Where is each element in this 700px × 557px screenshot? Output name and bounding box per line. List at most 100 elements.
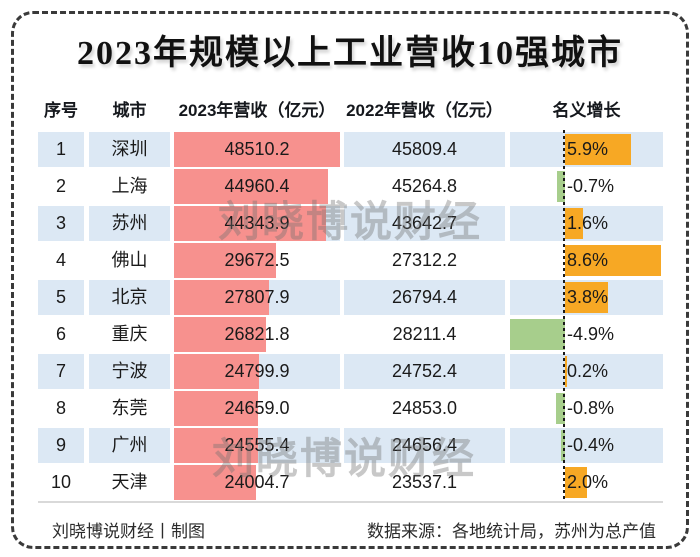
rank-cell: 2 bbox=[55, 176, 66, 196]
zero-axis-line bbox=[563, 130, 565, 502]
growth-cell: -0.7% bbox=[510, 169, 663, 204]
city-cell: 东莞 bbox=[111, 398, 148, 418]
rev2023-cell: 44960.4 bbox=[174, 169, 340, 204]
col-header-rank: 序号 bbox=[44, 101, 78, 120]
rev2023-value: 24659.0 bbox=[224, 398, 290, 418]
rev2022-cell: 26794.4 bbox=[344, 280, 505, 315]
rank-cell: 1 bbox=[38, 132, 84, 167]
rev2023-bar bbox=[174, 428, 259, 463]
rev2023-value: 24004.7 bbox=[224, 472, 290, 492]
growth-cell: -4.9% bbox=[510, 317, 663, 352]
city-cell: 佛山 bbox=[111, 250, 148, 270]
table-row: 6 重庆 26821.8 28211.4 -4.9% bbox=[0, 316, 700, 353]
city-cell: 苏州 bbox=[89, 206, 170, 241]
rev2023-bar bbox=[174, 169, 328, 204]
footer-source: 数据来源：各地统计局，苏州为总产值 bbox=[367, 522, 656, 541]
table-row: 4 佛山 29672.5 27312.2 8.6% bbox=[0, 242, 700, 279]
growth-value: 0.2% bbox=[567, 361, 609, 381]
growth-cell: 8.6% bbox=[510, 243, 663, 278]
rev2022-cell: 45264.8 bbox=[391, 176, 458, 196]
rank-cell: 5 bbox=[38, 280, 84, 315]
growth-value: -0.4% bbox=[567, 435, 615, 455]
city-cell: 宁波 bbox=[89, 354, 170, 389]
city-cell: 广州 bbox=[89, 428, 170, 463]
rev2022-cell: 24656.4 bbox=[344, 428, 505, 463]
growth-cell: 3.8% bbox=[510, 280, 663, 315]
growth-bar bbox=[556, 393, 565, 424]
rev2023-value: 44343.9 bbox=[224, 213, 290, 233]
growth-value: -0.7% bbox=[567, 176, 615, 196]
rank-cell: 10 bbox=[50, 472, 72, 492]
col-header-growth: 名义增长 bbox=[552, 101, 621, 120]
rev2022-cell: 24853.0 bbox=[391, 398, 458, 418]
rev2023-cell: 24555.4 bbox=[174, 428, 340, 463]
rev2022-cell: 43642.7 bbox=[344, 206, 505, 241]
rev2023-bar bbox=[174, 391, 259, 426]
col-header-rev2023: 2023年营收（亿元） bbox=[178, 101, 336, 120]
rev2023-bar bbox=[174, 280, 270, 315]
col-header-rev2022: 2022年营收（亿元） bbox=[346, 101, 503, 120]
rev2023-value: 27807.9 bbox=[224, 287, 290, 307]
rev2023-cell: 24799.9 bbox=[174, 354, 340, 389]
growth-cell: 2.0% bbox=[510, 465, 663, 500]
growth-cell: 1.6% bbox=[510, 206, 663, 241]
growth-value: -4.9% bbox=[567, 324, 615, 344]
rev2023-value: 24799.9 bbox=[224, 361, 290, 381]
rev2023-bar bbox=[174, 132, 340, 167]
growth-bar bbox=[565, 134, 632, 165]
table-row: 1 深圳 48510.2 45809.4 5.9% bbox=[0, 131, 700, 168]
rank-cell: 7 bbox=[38, 354, 84, 389]
rev2023-cell: 24004.7 bbox=[174, 465, 340, 500]
growth-bar bbox=[565, 356, 568, 387]
growth-value: -0.8% bbox=[567, 398, 615, 418]
city-cell: 重庆 bbox=[111, 324, 148, 344]
footer-credit: 刘晓博说财经丨制图 bbox=[52, 522, 205, 541]
rev2023-bar bbox=[174, 354, 259, 389]
rev2023-cell: 29672.5 bbox=[174, 243, 340, 278]
rev2023-cell: 48510.2 bbox=[174, 132, 340, 167]
growth-value: 1.6% bbox=[567, 213, 609, 233]
rank-cell: 9 bbox=[38, 428, 84, 463]
rev2023-bar bbox=[174, 243, 276, 278]
rank-cell: 3 bbox=[38, 206, 84, 241]
rev2023-bar bbox=[174, 206, 326, 241]
city-cell: 北京 bbox=[89, 280, 170, 315]
rev2022-cell: 24752.4 bbox=[344, 354, 505, 389]
city-cell: 上海 bbox=[111, 176, 148, 196]
table-row: 10 天津 24004.7 23537.1 2.0% bbox=[0, 464, 700, 501]
growth-value: 3.8% bbox=[567, 287, 609, 307]
rank-cell: 6 bbox=[55, 324, 66, 344]
growth-bar bbox=[560, 430, 565, 461]
table-row: 9 广州 24555.4 24656.4 -0.4% bbox=[0, 427, 700, 464]
page-title: 2023年规模以上工业营收10强城市 bbox=[77, 35, 623, 72]
growth-value: 5.9% bbox=[567, 139, 609, 159]
city-cell: 深圳 bbox=[89, 132, 170, 167]
growth-bar bbox=[557, 171, 565, 202]
table-row: 5 北京 27807.9 26794.4 3.8% bbox=[0, 279, 700, 316]
table-row: 2 上海 44960.4 45264.8 -0.7% bbox=[0, 168, 700, 205]
rev2022-cell: 28211.4 bbox=[392, 324, 457, 344]
city-cell: 天津 bbox=[111, 472, 148, 492]
table-row: 8 东莞 24659.0 24853.0 -0.8% bbox=[0, 390, 700, 427]
growth-bar bbox=[510, 319, 565, 350]
rev2023-value: 24555.4 bbox=[224, 435, 290, 455]
growth-cell: 0.2% bbox=[510, 354, 663, 389]
rev2022-cell: 45809.4 bbox=[344, 132, 505, 167]
growth-cell: -0.8% bbox=[510, 391, 663, 426]
rev2023-value: 48510.2 bbox=[224, 139, 290, 159]
table-row: 3 苏州 44343.9 43642.7 1.6% bbox=[0, 205, 700, 242]
rev2023-bar bbox=[174, 317, 266, 352]
growth-value: 2.0% bbox=[567, 472, 609, 492]
col-header-city: 城市 bbox=[112, 101, 147, 120]
rank-cell: 4 bbox=[55, 250, 66, 270]
growth-cell: -0.4% bbox=[510, 428, 663, 463]
growth-value: 8.6% bbox=[567, 250, 609, 270]
growth-bar bbox=[565, 467, 588, 498]
rev2023-value: 44960.4 bbox=[224, 176, 290, 196]
rev2023-bar bbox=[174, 465, 257, 500]
rev2023-cell: 24659.0 bbox=[174, 391, 340, 426]
growth-bar bbox=[565, 282, 608, 313]
rev2023-cell: 26821.8 bbox=[174, 317, 340, 352]
rev2022-cell: 27312.2 bbox=[391, 250, 458, 270]
